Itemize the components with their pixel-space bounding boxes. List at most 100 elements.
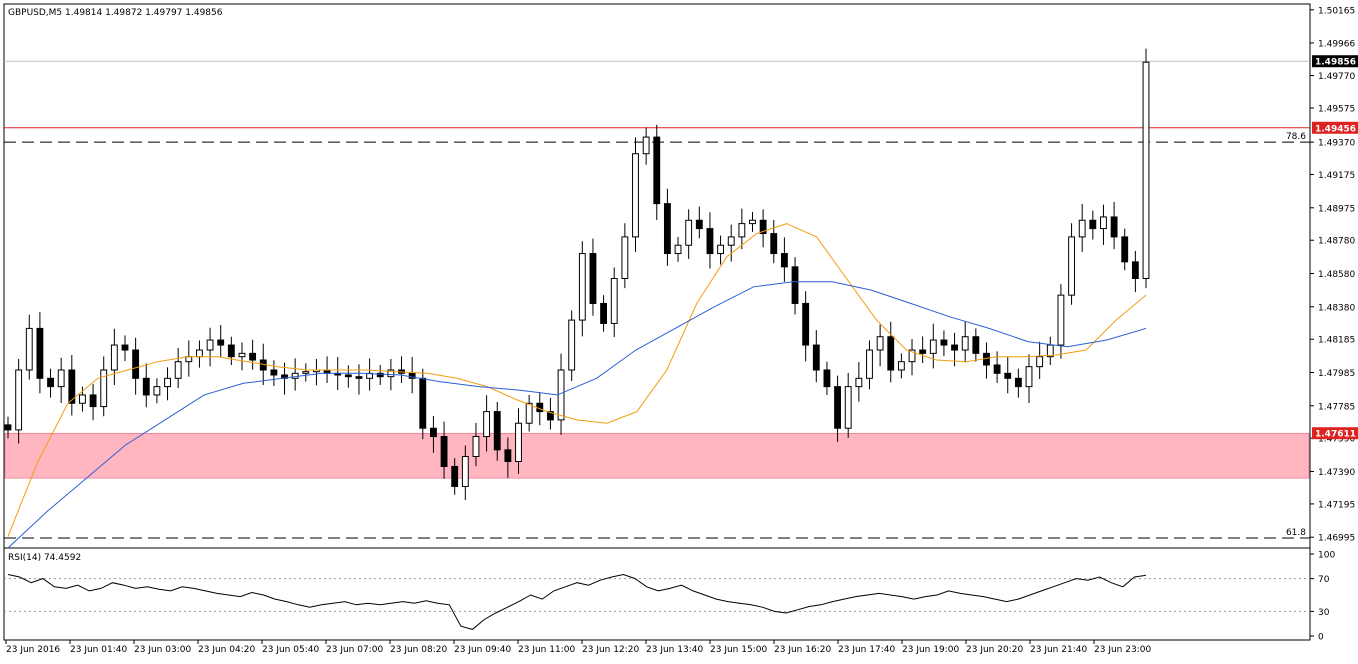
candle-body [610, 277, 618, 324]
rsi-tick-label: 100 [1318, 551, 1335, 561]
candle-body [153, 386, 161, 396]
candle-body [376, 372, 384, 378]
candle-body [812, 344, 820, 371]
candle-body [270, 369, 278, 376]
candle-body [1089, 219, 1097, 230]
rsi-line [7, 573, 1147, 630]
candle-body [557, 369, 565, 421]
candle-body [1110, 216, 1118, 238]
candle-body [504, 449, 512, 462]
candle-body [206, 339, 214, 351]
candle-body [121, 344, 129, 351]
candle-body [663, 203, 671, 255]
candle-body [440, 436, 448, 467]
x-tick-label: 23 Jun 03:00 [134, 645, 191, 655]
fib-level-label: 61.8 [1286, 528, 1306, 538]
candle-body [483, 411, 491, 438]
candle-body [908, 349, 916, 363]
x-tick-label: 23 Jun 13:40 [646, 645, 703, 655]
candle-body [419, 377, 427, 429]
candle-body [472, 436, 480, 458]
y-tick-label: 1.48380 [1318, 303, 1355, 313]
candle-body [919, 349, 927, 354]
x-tick-label: 23 Jun 15:00 [710, 645, 767, 655]
x-tick-label: 23 Jun 07:00 [326, 645, 383, 655]
candle-body [344, 374, 352, 378]
candle-body [291, 372, 299, 379]
resistance-tag: 1.49456 [1315, 124, 1356, 134]
candle-body [185, 356, 193, 363]
candle-body [47, 377, 54, 388]
candle-body [1004, 372, 1012, 379]
fib-level-label: 78.6 [1286, 132, 1306, 142]
candle-body [855, 377, 863, 388]
candle-body [355, 376, 363, 379]
candle-body [717, 244, 725, 255]
x-tick-label: 23 Jun 17:40 [838, 645, 895, 655]
candle-body [770, 233, 778, 255]
rsi-title: RSI(14) 74.4592 [8, 553, 81, 563]
candle-body [749, 219, 756, 225]
x-tick-label: 23 Jun 2016 [6, 645, 60, 655]
candle-body [4, 424, 12, 431]
candle-body [132, 349, 140, 379]
orange-ma-line [7, 223, 1147, 537]
x-tick-label: 23 Jun 23:00 [1094, 645, 1151, 655]
candle-body [1046, 344, 1054, 358]
candle-body [780, 253, 788, 268]
candle-body [79, 394, 86, 404]
candle-body [217, 339, 225, 346]
x-tick-label: 23 Jun 01:40 [70, 645, 127, 655]
y-tick-label: 1.47390 [1318, 468, 1355, 478]
y-tick-label: 1.48780 [1318, 237, 1355, 247]
blue-ma-line [7, 281, 1147, 549]
candle-body [972, 336, 980, 354]
candle-body [653, 136, 661, 205]
y-tick-label: 1.46995 [1318, 534, 1355, 544]
candle-body [1078, 219, 1086, 238]
candle-body [844, 386, 852, 429]
candle-body [695, 219, 703, 230]
candle-body [1025, 366, 1033, 388]
candle-body [238, 352, 246, 358]
candle-body [600, 302, 608, 324]
candle-body [823, 369, 831, 388]
candle-body [632, 153, 639, 238]
candle-body [493, 411, 501, 451]
y-tick-label: 1.47785 [1318, 402, 1355, 412]
y-tick-label: 1.47590 [1318, 435, 1355, 445]
candle-body [142, 377, 150, 396]
current-price-tag: 1.49856 [1315, 58, 1356, 68]
candle-body [866, 349, 873, 379]
candle-body [227, 344, 235, 358]
candle-body [727, 236, 735, 246]
candle-body [589, 253, 597, 304]
candle-body [706, 228, 714, 255]
rsi-tick-label: 70 [1318, 575, 1330, 585]
y-tick-label: 1.49370 [1318, 139, 1355, 149]
candle-body [196, 349, 203, 358]
candle-body [834, 386, 841, 429]
y-tick-label: 1.49966 [1318, 39, 1355, 49]
candle-body [929, 339, 937, 354]
candle-body [876, 336, 884, 351]
y-tick-label: 1.47985 [1318, 369, 1355, 379]
y-tick-label: 1.50165 [1318, 6, 1355, 16]
chart-title: GBPUSD,M5 1.49814 1.49872 1.49797 1.4985… [8, 8, 223, 18]
candle-body [940, 339, 948, 346]
candle-body [1057, 294, 1065, 346]
candle-body [461, 456, 469, 487]
candle-body [897, 361, 905, 371]
x-tick-label: 23 Jun 20:20 [966, 645, 1023, 655]
candle-body [387, 369, 395, 378]
candle-body [302, 371, 310, 374]
candle-body [685, 219, 693, 246]
candle-body [89, 394, 97, 408]
candle-body [1068, 236, 1075, 296]
y-tick-label: 1.47195 [1318, 500, 1355, 510]
x-tick-label: 23 Jun 11:00 [518, 645, 575, 655]
y-tick-label: 1.49175 [1318, 171, 1355, 181]
candle-body [429, 427, 437, 438]
